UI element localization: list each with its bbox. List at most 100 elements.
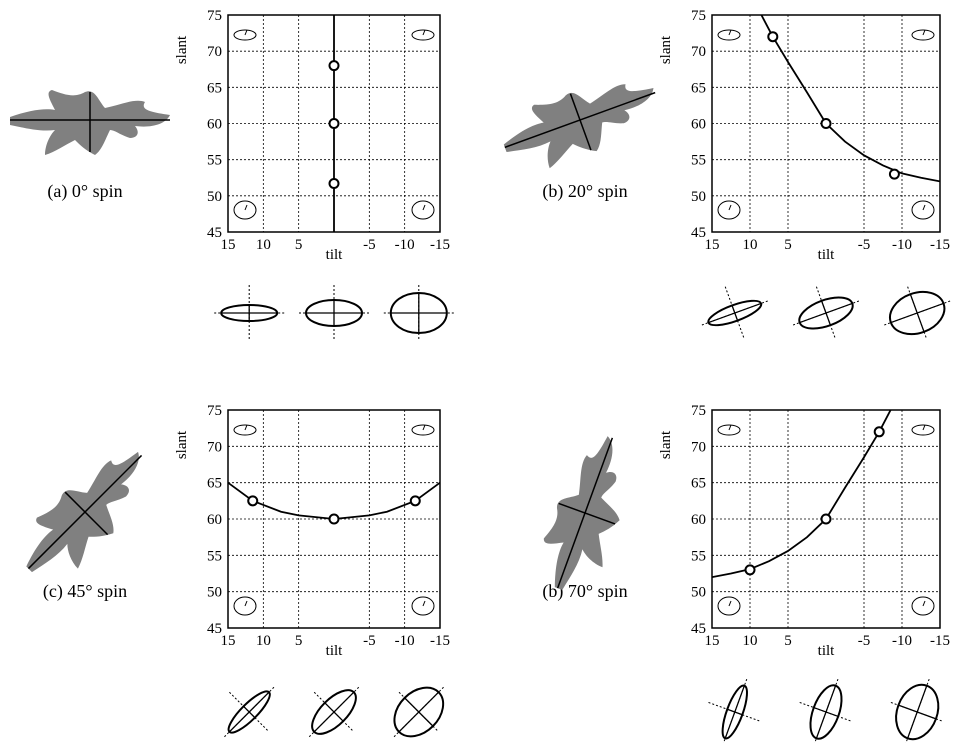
glyph-tick xyxy=(729,601,731,606)
projected-ellipse xyxy=(214,285,284,341)
y-axis-label: slant xyxy=(658,35,674,64)
x-tick-label: -5 xyxy=(363,633,376,649)
texture-blob xyxy=(529,428,645,601)
x-tick-label: -15 xyxy=(930,237,950,253)
x-tick-label: 15 xyxy=(705,237,720,253)
ellipse-axis xyxy=(814,708,838,717)
x-tick-label: 10 xyxy=(743,633,758,649)
glyph-tick xyxy=(923,601,925,606)
y-axis-label: slant xyxy=(174,430,190,459)
x-axis-label: tilt xyxy=(326,247,344,263)
y-tick-label: 50 xyxy=(207,189,222,205)
y-tick-label: 65 xyxy=(691,476,706,492)
data-point xyxy=(330,61,339,70)
y-tick-label: 55 xyxy=(691,153,706,169)
y-tick-label: 50 xyxy=(691,189,706,205)
x-tick-label: -5 xyxy=(858,633,871,649)
x-tick-label: -5 xyxy=(858,237,871,253)
projected-ellipse xyxy=(374,667,463,743)
x-tick-label: 10 xyxy=(256,237,271,253)
y-tick-label: 55 xyxy=(207,548,222,564)
figure: (a) 0° spin4550556065707515105-5-10-15ti… xyxy=(0,0,965,743)
y-tick-label: 75 xyxy=(207,403,222,419)
y-tick-label: 70 xyxy=(207,44,222,60)
glyph-tick xyxy=(245,30,247,35)
projected-ellipse xyxy=(879,670,956,743)
y-tick-label: 65 xyxy=(207,476,222,492)
projected-ellipse xyxy=(299,285,369,341)
data-point xyxy=(746,565,755,574)
texture-blob xyxy=(495,64,668,180)
x-tick-label: -10 xyxy=(395,633,415,649)
projected-ellipse xyxy=(205,667,294,743)
data-point xyxy=(411,496,420,505)
y-tick-label: 75 xyxy=(207,8,222,24)
texture-blob xyxy=(7,434,166,593)
y-tick-label: 75 xyxy=(691,403,706,419)
projected-ellipse xyxy=(692,275,777,352)
ellipse-axis xyxy=(910,294,924,332)
glyph-tick xyxy=(923,205,925,210)
x-tick-label: -5 xyxy=(363,237,376,253)
data-point xyxy=(330,515,339,524)
glyph-tick xyxy=(245,425,247,430)
x-tick-label: 10 xyxy=(256,633,271,649)
glyph-tick xyxy=(923,425,925,430)
data-point xyxy=(248,496,257,505)
glyph-tick xyxy=(423,601,425,606)
data-point xyxy=(768,32,777,41)
projected-ellipse xyxy=(788,670,865,743)
x-tick-label: 5 xyxy=(295,237,303,253)
x-tick-label: -10 xyxy=(892,633,912,649)
data-point xyxy=(330,119,339,128)
x-tick-label: 5 xyxy=(295,633,303,649)
data-point xyxy=(822,515,831,524)
x-tick-label: 5 xyxy=(784,237,792,253)
y-tick-label: 60 xyxy=(207,117,222,133)
x-tick-label: -15 xyxy=(930,633,950,649)
texture-blob xyxy=(10,90,170,155)
y-tick-label: 60 xyxy=(691,512,706,528)
y-tick-label: 50 xyxy=(691,585,706,601)
x-tick-label: 10 xyxy=(743,237,758,253)
x-tick-label: 15 xyxy=(221,237,236,253)
caption: (b) 20° spin xyxy=(542,181,627,202)
glyph-tick xyxy=(923,30,925,35)
data-point xyxy=(822,119,831,128)
glyph-tick xyxy=(245,205,247,210)
y-tick-label: 60 xyxy=(207,512,222,528)
y-axis-label: slant xyxy=(658,430,674,459)
glyph-tick xyxy=(729,30,731,35)
projected-ellipse xyxy=(289,667,378,743)
y-tick-label: 65 xyxy=(691,80,706,96)
x-tick-label: -15 xyxy=(430,237,450,253)
projected-ellipse xyxy=(384,285,454,341)
x-tick-label: -10 xyxy=(395,237,415,253)
projected-ellipse xyxy=(875,275,960,352)
y-tick-label: 65 xyxy=(207,80,222,96)
y-tick-label: 55 xyxy=(691,548,706,564)
x-tick-label: 15 xyxy=(221,633,236,649)
data-point xyxy=(890,170,899,179)
glyph-tick xyxy=(245,601,247,606)
glyph-tick xyxy=(729,425,731,430)
data-point xyxy=(875,427,884,436)
y-tick-label: 50 xyxy=(207,585,222,601)
x-axis-label: tilt xyxy=(818,643,836,659)
x-tick-label: -10 xyxy=(892,237,912,253)
projected-ellipse xyxy=(697,670,774,743)
ellipse-axis xyxy=(727,709,742,714)
y-tick-label: 75 xyxy=(691,8,706,24)
data-point xyxy=(330,179,339,188)
ellipse-axis xyxy=(732,305,737,320)
projected-ellipse xyxy=(784,275,869,352)
y-tick-label: 70 xyxy=(691,439,706,455)
caption: (c) 45° spin xyxy=(43,581,127,602)
x-tick-label: 5 xyxy=(784,633,792,649)
x-axis-label: tilt xyxy=(326,643,344,659)
y-tick-label: 55 xyxy=(207,153,222,169)
x-tick-label: -15 xyxy=(430,633,450,649)
x-axis-label: tilt xyxy=(818,247,836,263)
glyph-tick xyxy=(729,205,731,210)
ellipse-axis xyxy=(822,301,831,325)
